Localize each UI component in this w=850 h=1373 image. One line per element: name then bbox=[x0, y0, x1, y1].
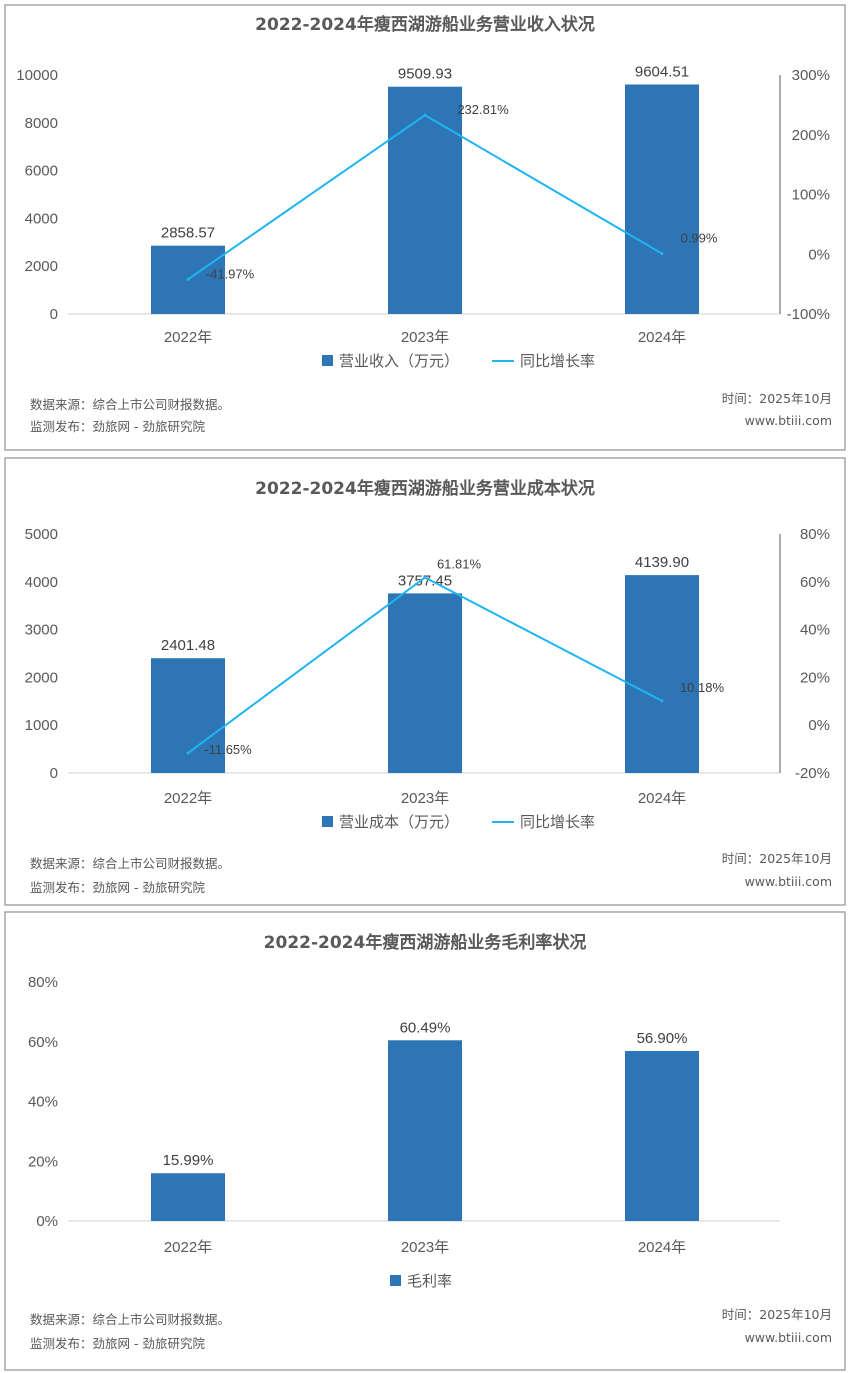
y-right-tick-label: 200% bbox=[792, 127, 830, 144]
line-data-label: 61.81% bbox=[437, 556, 482, 571]
chart-title: 2022-2024年瘦西湖游船业务营业收入状况 bbox=[255, 14, 595, 35]
line-data-label: -41.97% bbox=[206, 266, 255, 281]
footer-url: www.btiii.com bbox=[745, 1330, 832, 1345]
footer-publisher: 监测发布：劲旅网 - 劲旅研究院 bbox=[30, 1336, 205, 1351]
y-left-tick-label: 40% bbox=[28, 1094, 58, 1111]
legend-bar-swatch bbox=[322, 816, 333, 827]
line-point bbox=[186, 751, 190, 755]
x-category-label: 2022年 bbox=[164, 329, 212, 346]
footer-time: 时间：2025年10月 bbox=[722, 851, 832, 866]
x-category-label: 2023年 bbox=[401, 790, 449, 807]
bar bbox=[388, 593, 462, 773]
y-left-tick-label: 10000 bbox=[16, 67, 58, 84]
line-point bbox=[660, 699, 664, 703]
bar-data-label: 15.99% bbox=[163, 1152, 214, 1169]
footer-time: 时间：2025年10月 bbox=[722, 1307, 832, 1322]
bar bbox=[625, 84, 699, 314]
y-left-tick-label: 4000 bbox=[25, 210, 58, 227]
footer-url: www.btiii.com bbox=[745, 874, 832, 889]
x-category-label: 2023年 bbox=[401, 329, 449, 346]
y-right-tick-label: 20% bbox=[800, 669, 830, 686]
bar-data-label: 4139.90 bbox=[635, 554, 689, 571]
footer-time: 时间：2025年10月 bbox=[722, 391, 832, 406]
footer-source: 数据来源：综合上市公司财报数据。 bbox=[30, 1312, 230, 1327]
y-left-tick-label: 1000 bbox=[25, 717, 58, 734]
footer-publisher: 监测发布：劲旅网 - 劲旅研究院 bbox=[30, 880, 205, 895]
x-category-label: 2022年 bbox=[164, 1239, 212, 1256]
legend-line-label: 同比增长率 bbox=[520, 353, 595, 370]
line-point bbox=[660, 252, 664, 256]
bar-data-label: 9604.51 bbox=[635, 63, 689, 80]
y-left-tick-label: 0 bbox=[50, 765, 58, 782]
legend-line-label: 同比增长率 bbox=[520, 814, 595, 831]
bar-data-label: 60.49% bbox=[400, 1019, 451, 1036]
y-left-tick-label: 2000 bbox=[25, 669, 58, 686]
bar-data-label: 2858.57 bbox=[161, 225, 215, 242]
x-category-label: 2023年 bbox=[401, 1239, 449, 1256]
y-left-tick-label: 5000 bbox=[25, 526, 58, 543]
y-right-tick-label: 0% bbox=[808, 246, 830, 263]
y-right-tick-label: 40% bbox=[800, 622, 830, 639]
x-category-label: 2022年 bbox=[164, 790, 212, 807]
y-right-tick-label: 0% bbox=[808, 717, 830, 734]
line-data-label: 232.81% bbox=[457, 102, 509, 117]
y-left-tick-label: 0% bbox=[36, 1213, 58, 1230]
y-left-tick-label: 4000 bbox=[25, 574, 58, 591]
line-point bbox=[423, 575, 427, 579]
line-data-label: -11.65% bbox=[204, 742, 252, 757]
y-right-tick-label: 300% bbox=[792, 67, 830, 84]
y-right-tick-label: -100% bbox=[787, 306, 830, 323]
legend-bar-swatch bbox=[322, 355, 333, 366]
y-left-tick-label: 2000 bbox=[25, 258, 58, 275]
legend-bar-label: 毛利率 bbox=[407, 1273, 452, 1290]
bar-data-label: 56.90% bbox=[637, 1030, 688, 1047]
x-category-label: 2024年 bbox=[638, 329, 686, 346]
y-left-tick-label: 8000 bbox=[25, 115, 58, 132]
x-category-label: 2024年 bbox=[638, 790, 686, 807]
y-left-tick-label: 20% bbox=[28, 1153, 58, 1170]
y-left-tick-label: 0 bbox=[50, 306, 58, 323]
bar bbox=[388, 86, 462, 314]
chart-title: 2022-2024年瘦西湖游船业务毛利率状况 bbox=[264, 932, 587, 953]
legend-bar-label: 营业收入（万元） bbox=[339, 353, 459, 370]
y-right-tick-label: 60% bbox=[800, 574, 830, 591]
line-data-label: 0.99% bbox=[681, 231, 718, 246]
x-category-label: 2024年 bbox=[638, 1239, 686, 1256]
chart-title: 2022-2024年瘦西湖游船业务营业成本状况 bbox=[255, 478, 595, 499]
footer-publisher: 监测发布：劲旅网 - 劲旅研究院 bbox=[30, 419, 205, 434]
y-right-tick-label: 100% bbox=[792, 187, 830, 204]
y-right-tick-label: 80% bbox=[800, 526, 830, 543]
footer-source: 数据来源：综合上市公司财报数据。 bbox=[30, 856, 230, 871]
chart-panel-2: 2022-2024年瘦西湖游船业务营业成本状况 0 1000 2000 3000 4000… bbox=[4, 457, 846, 906]
chart-panel-3: 2022-2024年瘦西湖游船业务毛利率状况 0% 20% 40% 60% 80% 15.9… bbox=[4, 911, 846, 1371]
y-left-tick-label: 6000 bbox=[25, 163, 58, 180]
bar-data-label: 9509.93 bbox=[398, 66, 452, 83]
bar bbox=[625, 575, 699, 773]
legend-bar-label: 营业成本（万元） bbox=[339, 814, 459, 831]
bar bbox=[625, 1051, 699, 1221]
y-right-tick-label: -20% bbox=[795, 765, 830, 782]
chart-panel-1: 2022-2024年瘦西湖游船业务营业收入状况 0 2000 4000 6000 8000… bbox=[4, 4, 846, 451]
y-left-tick-label: 3000 bbox=[25, 622, 58, 639]
footer-url: www.btiii.com bbox=[745, 413, 832, 428]
line-data-label: 10.18% bbox=[680, 680, 725, 695]
y-left-tick-label: 60% bbox=[28, 1034, 58, 1051]
footer-source: 数据来源：综合上市公司财报数据。 bbox=[30, 397, 230, 412]
line-point bbox=[423, 113, 427, 117]
bar bbox=[151, 1173, 225, 1221]
legend-bar-swatch bbox=[390, 1275, 401, 1286]
y-left-tick-label: 80% bbox=[28, 974, 58, 991]
line-point bbox=[186, 277, 190, 281]
bar bbox=[388, 1040, 462, 1221]
bar-data-label: 2401.48 bbox=[161, 637, 215, 654]
